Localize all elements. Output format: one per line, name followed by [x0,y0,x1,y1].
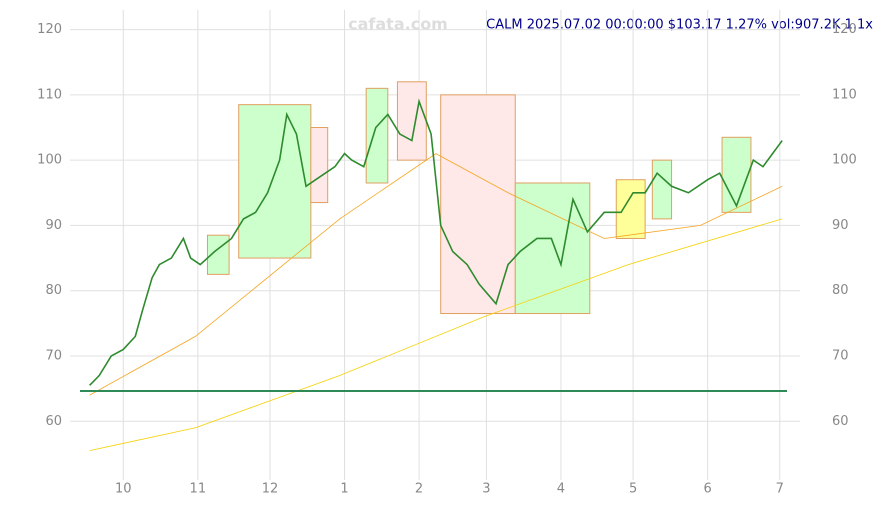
y-tick-label: 60 [832,414,849,429]
x-tick-label: 4 [557,482,565,497]
y-tick-label: 80 [832,283,849,298]
y-tick-label: 110 [832,87,857,102]
price-line [89,218,783,452]
zone [440,94,516,315]
y-tick-label: 60 [45,414,62,429]
x-tick-label: 10 [115,482,132,497]
zone [396,81,427,161]
y-tick-label: 120 [37,22,62,37]
price-line [89,98,783,386]
x-tick-label: 1 [340,482,348,497]
y-tick-label: 100 [832,153,857,168]
x-tick-label: 3 [482,482,490,497]
x-tick-label: 7 [776,482,784,497]
x-tick-label: 6 [704,482,712,497]
info-text: CALM 2025.07.02 00:00:00 $103.17 1.27% v… [486,18,873,33]
y-tick-label: 120 [832,22,857,37]
watermark: cafata.com [348,15,448,34]
zone [651,159,673,220]
zone [615,179,646,239]
x-tick-label: 2 [415,482,423,497]
y-tick-label: 100 [37,153,62,168]
zone [310,127,329,204]
zone [514,182,591,315]
y-tick-label: 70 [45,348,62,363]
y-tick-label: 80 [45,283,62,298]
y-tick-label: 110 [37,87,62,102]
y-tick-label: 90 [45,218,62,233]
zone [238,104,312,259]
x-tick-label: 5 [629,482,637,497]
y-tick-label: 70 [832,348,849,363]
x-tick-label: 11 [190,482,207,497]
zone [365,87,389,184]
zone [721,136,752,213]
y-tick-label: 90 [832,218,849,233]
x-tick-label: 12 [262,482,279,497]
price-line [89,153,783,396]
